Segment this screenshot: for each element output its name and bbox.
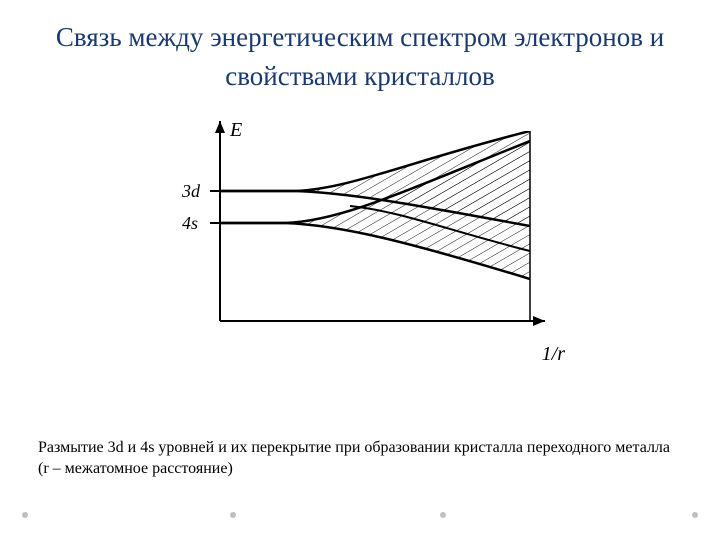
energy-band-diagram: E 3d 4s 1/r (150, 121, 570, 361)
level-label-4s: 4s (182, 213, 198, 234)
x-axis-arrow (533, 316, 545, 326)
slide-bullet-icon (230, 512, 236, 518)
diagram-caption: Размытие 3d и 4s уровней и их перекрытие… (38, 437, 682, 480)
x-axis-label: 1/r (542, 343, 565, 366)
diagram-svg (150, 121, 570, 351)
y-axis-label: E (230, 119, 242, 142)
slide-bullet-icon (22, 512, 28, 518)
level-label-3d: 3d (182, 181, 200, 202)
slide-bullet-icon (440, 512, 446, 518)
y-axis-arrow (215, 121, 225, 133)
slide-bullet-icon (692, 512, 698, 518)
page-title: Связь между энергетическим спектром элек… (0, 0, 720, 106)
